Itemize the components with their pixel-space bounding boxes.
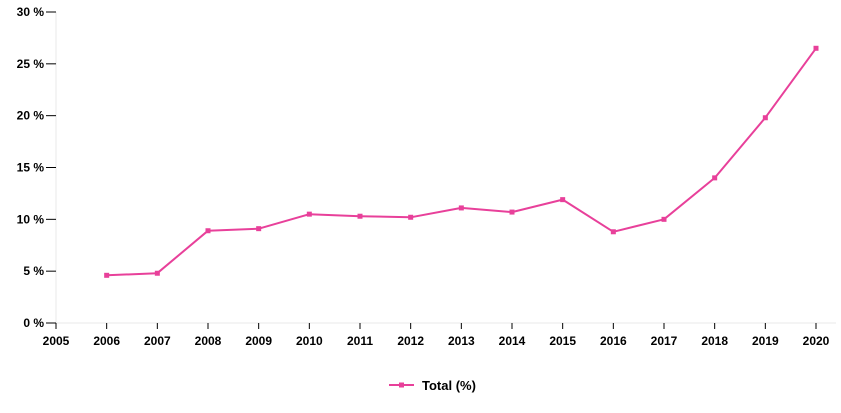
legend[interactable]: Total (%): [389, 378, 476, 393]
x-tick-label: 2010: [296, 334, 323, 348]
legend-marker: [399, 382, 404, 388]
data-point-2011[interactable]: [357, 213, 363, 219]
x-tick-label: 2013: [448, 334, 475, 348]
data-point-2009[interactable]: [256, 226, 262, 232]
series-layer: [104, 45, 819, 278]
data-point-2006[interactable]: [104, 272, 110, 278]
y-tick-label: 15 %: [17, 161, 45, 175]
x-tick-label: 2008: [195, 334, 222, 348]
x-tick-label: 2019: [752, 334, 779, 348]
y-tick-label: 0 %: [23, 316, 44, 330]
data-point-2020[interactable]: [813, 45, 819, 51]
y-axis: 0 % 5 % 10 % 15 % 20 % 25 % 30 %: [17, 5, 57, 330]
y-tick-label: 10 %: [17, 212, 45, 226]
x-tick-label: 2012: [397, 334, 424, 348]
data-point-2012[interactable]: [408, 214, 414, 220]
data-point-2007[interactable]: [154, 270, 160, 276]
data-point-2018[interactable]: [712, 175, 718, 181]
series-line: [106, 47, 817, 277]
x-tick-label: 2007: [144, 334, 171, 348]
data-point-2019[interactable]: [762, 115, 768, 121]
data-point-2010[interactable]: [306, 211, 312, 217]
y-tick-label: 25 %: [17, 57, 45, 71]
y-tick-label: 5 %: [23, 264, 44, 278]
x-tick-label: 2009: [245, 334, 272, 348]
y-tick-label: 30 %: [17, 5, 45, 19]
x-tick-label: 2020: [803, 334, 830, 348]
x-tick-label: 2011: [347, 334, 373, 348]
y-tick-label: 20 %: [17, 109, 45, 123]
x-tick-label: 2014: [499, 334, 526, 348]
data-point-2016[interactable]: [610, 229, 616, 235]
data-point-2014[interactable]: [509, 209, 515, 215]
x-tick-label: 2017: [651, 334, 678, 348]
data-point-2013[interactable]: [458, 205, 464, 211]
x-tick-label: 2006: [93, 334, 120, 348]
x-tick-label: 2005: [43, 334, 70, 348]
data-point-2008[interactable]: [205, 228, 211, 234]
legend-label: Total (%): [422, 378, 476, 393]
x-tick-label: 2018: [701, 334, 728, 348]
data-point-2015[interactable]: [560, 197, 566, 203]
data-point-2017[interactable]: [661, 216, 667, 222]
x-tick-label: 2016: [600, 334, 627, 348]
x-axis: 2005 2006 2007 2008 2009 2010 2011 2012 2013 2014…: [43, 322, 836, 348]
x-tick-label: 2015: [549, 334, 576, 348]
